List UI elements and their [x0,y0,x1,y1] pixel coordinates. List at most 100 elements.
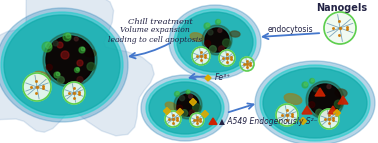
Circle shape [61,51,69,59]
Circle shape [187,90,190,93]
Circle shape [54,72,60,78]
Ellipse shape [263,68,367,138]
Ellipse shape [260,65,370,141]
Polygon shape [333,110,341,117]
Polygon shape [164,108,170,115]
Polygon shape [177,109,183,116]
Circle shape [177,94,199,116]
Circle shape [204,23,210,29]
Ellipse shape [4,15,120,115]
Polygon shape [189,99,197,106]
Circle shape [218,46,225,52]
Ellipse shape [33,71,51,83]
Circle shape [205,28,229,52]
Circle shape [206,23,210,27]
Circle shape [192,47,210,65]
Ellipse shape [255,61,375,143]
Circle shape [324,12,356,44]
Polygon shape [0,0,154,136]
Circle shape [204,40,211,46]
Ellipse shape [284,94,302,104]
Polygon shape [328,106,338,114]
Circle shape [304,82,308,86]
Circle shape [63,33,71,41]
Ellipse shape [335,89,347,97]
Circle shape [174,91,202,119]
Text: endocytosis: endocytosis [267,25,313,34]
Circle shape [310,79,314,84]
Circle shape [193,104,201,112]
Ellipse shape [165,102,177,110]
Text: Volume expansion
leading to cell apoptosis: Volume expansion leading to cell apoptos… [108,26,202,44]
Circle shape [53,41,58,46]
Polygon shape [315,88,325,96]
Circle shape [313,87,318,92]
Ellipse shape [190,33,204,41]
Circle shape [57,77,64,84]
Ellipse shape [0,8,128,122]
Polygon shape [299,118,307,125]
Circle shape [87,62,95,70]
Circle shape [23,73,51,101]
Circle shape [45,42,51,48]
Ellipse shape [174,9,256,75]
Circle shape [76,68,79,71]
Circle shape [219,50,235,66]
Circle shape [181,110,188,117]
Circle shape [176,92,179,95]
Ellipse shape [146,79,224,137]
Circle shape [208,30,213,35]
Circle shape [77,77,83,83]
Circle shape [165,111,181,127]
Circle shape [74,37,78,41]
Polygon shape [338,96,348,104]
Circle shape [309,84,341,116]
Ellipse shape [177,12,253,72]
Circle shape [309,102,315,108]
Circle shape [57,42,63,48]
Circle shape [217,20,220,23]
Circle shape [209,46,216,53]
Ellipse shape [149,82,221,134]
Circle shape [189,110,195,116]
Circle shape [46,64,52,70]
Ellipse shape [230,31,240,37]
Polygon shape [302,106,312,114]
Circle shape [175,92,180,97]
Circle shape [77,60,83,66]
Circle shape [316,109,323,116]
Circle shape [43,33,97,87]
Circle shape [319,109,339,129]
Text: Nanogels: Nanogels [316,3,367,13]
Circle shape [328,110,335,116]
Circle shape [218,28,222,32]
Circle shape [335,100,342,108]
Circle shape [190,113,204,127]
Ellipse shape [84,49,96,57]
Circle shape [180,96,184,101]
Circle shape [202,25,232,55]
Ellipse shape [169,5,261,79]
Circle shape [63,82,85,104]
Circle shape [327,85,331,89]
Circle shape [79,47,85,53]
Circle shape [186,90,190,94]
Circle shape [177,105,183,111]
Circle shape [276,104,298,126]
Circle shape [46,36,94,84]
Circle shape [311,79,314,82]
Circle shape [306,81,344,119]
Polygon shape [201,111,209,118]
Circle shape [215,19,220,24]
Text: Chill treatment: Chill treatment [128,18,192,26]
Circle shape [66,33,71,38]
Ellipse shape [1,12,123,118]
Circle shape [42,42,52,52]
Circle shape [189,94,192,98]
Circle shape [223,39,231,47]
Circle shape [240,57,254,71]
Text: Fe³⁺: Fe³⁺ [215,74,231,83]
Polygon shape [205,75,211,81]
Text: ▲ A549 Endogenously S²⁻: ▲ A549 Endogenously S²⁻ [219,118,318,127]
Ellipse shape [141,75,229,141]
